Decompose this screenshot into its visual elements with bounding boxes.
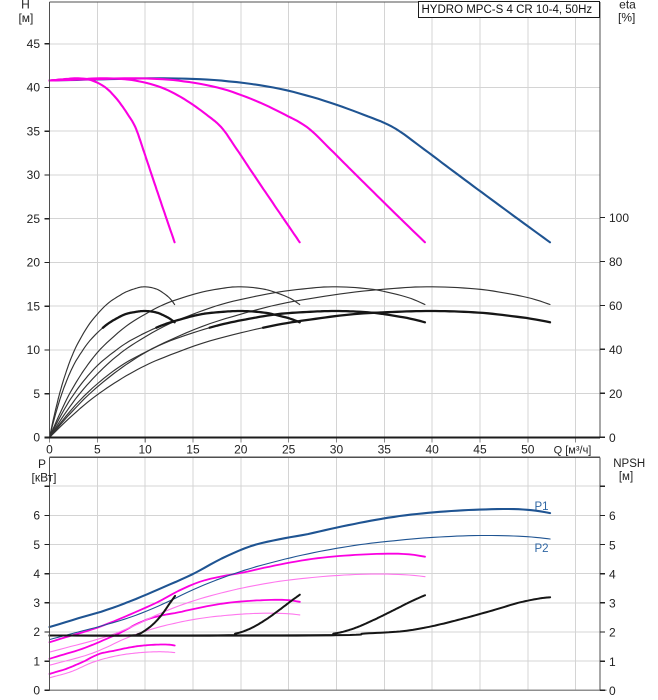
svg-text:45: 45 (473, 443, 487, 457)
svg-text:15: 15 (186, 443, 200, 457)
svg-text:[м]: [м] (619, 471, 633, 483)
svg-text:2: 2 (33, 625, 40, 639)
svg-text:30: 30 (27, 168, 41, 182)
svg-text:3: 3 (609, 597, 616, 611)
svg-text:80: 80 (609, 255, 623, 269)
svg-text:[кВт]: [кВт] (31, 470, 56, 484)
svg-text:NPSH: NPSH (613, 458, 645, 470)
svg-text:40: 40 (27, 81, 41, 95)
svg-text:10: 10 (27, 343, 41, 357)
svg-text:[%]: [%] (618, 11, 635, 25)
svg-text:P1: P1 (535, 501, 549, 513)
svg-text:4: 4 (609, 567, 616, 581)
svg-text:40: 40 (609, 343, 623, 357)
svg-text:1: 1 (33, 654, 40, 668)
svg-text:P: P (38, 457, 46, 471)
svg-text:5: 5 (609, 538, 616, 552)
svg-text:5: 5 (33, 538, 40, 552)
svg-text:20: 20 (609, 387, 623, 401)
svg-text:H: H (21, 0, 30, 12)
svg-text:0: 0 (33, 684, 40, 698)
svg-text:P2: P2 (535, 543, 549, 555)
svg-text:6: 6 (609, 509, 616, 523)
svg-text:20: 20 (27, 256, 41, 270)
svg-text:6: 6 (33, 509, 40, 523)
svg-text:50: 50 (521, 443, 535, 457)
svg-text:35: 35 (378, 443, 392, 457)
svg-text:5: 5 (33, 387, 40, 401)
svg-text:5: 5 (94, 443, 101, 457)
svg-text:40: 40 (425, 443, 439, 457)
svg-text:20: 20 (234, 443, 248, 457)
svg-text:25: 25 (27, 212, 41, 226)
svg-text:Q [м³/ч]: Q [м³/ч] (554, 445, 592, 457)
svg-text:30: 30 (330, 443, 344, 457)
svg-text:60: 60 (609, 299, 623, 313)
svg-text:100: 100 (609, 211, 629, 225)
svg-text:35: 35 (27, 124, 41, 138)
svg-text:3: 3 (33, 596, 40, 610)
svg-text:25: 25 (282, 443, 296, 457)
svg-text:HYDRO MPC-S 4 CR 10-4, 50Hz: HYDRO MPC-S 4 CR 10-4, 50Hz (422, 4, 593, 16)
svg-text:[м]: [м] (18, 11, 33, 25)
svg-text:1: 1 (609, 655, 616, 669)
svg-text:45: 45 (27, 37, 41, 51)
svg-text:eta: eta (619, 0, 636, 12)
svg-text:0: 0 (609, 431, 616, 445)
svg-text:0: 0 (609, 684, 616, 698)
svg-text:0: 0 (46, 443, 53, 457)
svg-text:2: 2 (609, 626, 616, 640)
svg-text:0: 0 (33, 431, 40, 445)
svg-text:4: 4 (33, 567, 40, 581)
svg-text:10: 10 (138, 443, 152, 457)
svg-text:15: 15 (27, 299, 41, 313)
